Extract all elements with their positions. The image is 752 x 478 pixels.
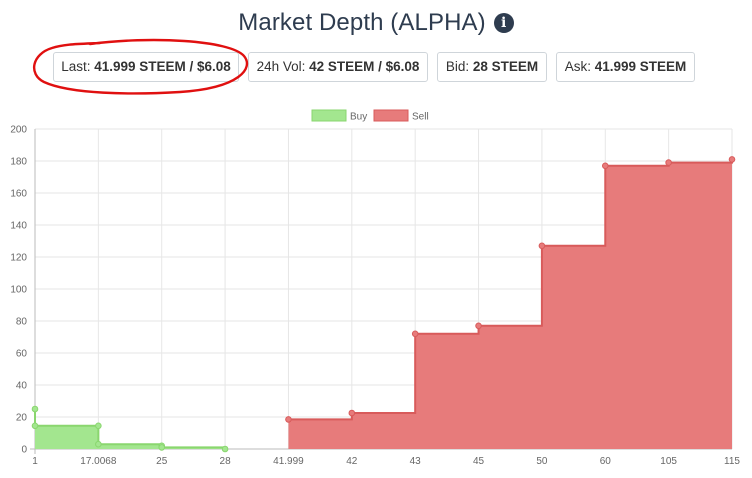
bid-label: Bid: bbox=[445, 59, 473, 74]
market-depth-chart: 0 20 40 60 80 100 120 140 160 180 200 1 17.0068 25 28 4… bbox=[10, 109, 740, 467]
sell-point bbox=[665, 159, 672, 166]
last-price-value: 41.999 STEEM / $6.08 bbox=[94, 59, 231, 74]
info-icon[interactable]: i bbox=[493, 13, 514, 33]
volume-24h-label: 24h Vol: bbox=[256, 59, 310, 74]
buy-point bbox=[31, 405, 39, 413]
ask-value: 41.999 STEEM bbox=[594, 59, 687, 74]
x-tick-label: 17.0068 bbox=[80, 456, 117, 467]
y-tick-label: 140 bbox=[10, 221, 27, 232]
y-tick-label: 100 bbox=[10, 285, 27, 296]
x-tick-label: 25 bbox=[156, 456, 168, 467]
sell-point bbox=[348, 409, 356, 417]
buy-area bbox=[35, 409, 226, 449]
sell-point bbox=[285, 416, 292, 423]
last-price-stat[interactable]: Last: 41.999 STEEM / $6.08 bbox=[53, 52, 239, 82]
y-tick-label: 40 bbox=[16, 381, 28, 392]
sell-point bbox=[538, 242, 546, 250]
bid-stat[interactable]: Bid: 28 STEEM bbox=[437, 52, 547, 82]
buy-legend-label: Buy bbox=[350, 112, 367, 123]
sell-legend-label: Sell bbox=[412, 112, 429, 123]
y-tick-label: 0 bbox=[21, 445, 27, 456]
x-tick-label: 43 bbox=[410, 456, 422, 467]
ask-label: Ask: bbox=[564, 59, 595, 74]
buy-point bbox=[95, 422, 102, 430]
x-tick-label: 105 bbox=[660, 456, 677, 467]
sell-point bbox=[728, 156, 736, 163]
buy-point bbox=[221, 445, 229, 453]
bid-value: 28 STEEM bbox=[472, 59, 539, 74]
volume-24h-value: 42 STEEM / $6.08 bbox=[309, 59, 420, 74]
y-tick-label: 20 bbox=[16, 413, 28, 424]
ask-stat[interactable]: Ask: 41.999 STEEM bbox=[556, 52, 695, 82]
market-stats: Last: 41.999 STEEM / $6.08 24h Vol: 42 S… bbox=[0, 52, 752, 82]
y-tick-label: 180 bbox=[10, 157, 27, 168]
buy-point bbox=[31, 422, 39, 430]
page-title: Market Depth (ALPHA) bbox=[238, 9, 486, 36]
y-tick-label: 80 bbox=[16, 317, 28, 328]
x-tick-label: 28 bbox=[220, 456, 232, 467]
y-tick-label: 60 bbox=[16, 349, 28, 360]
y-tick-label: 120 bbox=[10, 253, 27, 264]
buy-point bbox=[95, 440, 102, 448]
x-tick-label: 115 bbox=[724, 456, 740, 467]
x-tick-label: 42 bbox=[346, 456, 358, 467]
buy-legend-swatch bbox=[311, 109, 347, 122]
sell-point bbox=[475, 322, 482, 330]
sell-point bbox=[411, 330, 419, 338]
buy-point bbox=[158, 444, 166, 451]
x-tick-label: 60 bbox=[600, 456, 612, 467]
sell-legend-swatch bbox=[373, 109, 409, 122]
x-tick-label: 50 bbox=[536, 456, 548, 467]
y-tick-label: 200 bbox=[10, 125, 27, 136]
title-row: Market Depth (ALPHA) i bbox=[0, 6, 752, 40]
y-tick-label: 160 bbox=[10, 189, 27, 200]
x-tick-label: 45 bbox=[473, 456, 485, 467]
sell-area bbox=[288, 159, 732, 449]
sell-point bbox=[601, 162, 609, 170]
x-tick-label: 41.999 bbox=[273, 456, 304, 467]
last-price-label: Last: bbox=[61, 59, 95, 74]
x-tick-label: 1 bbox=[32, 456, 38, 467]
volume-24h-stat[interactable]: 24h Vol: 42 STEEM / $6.08 bbox=[248, 52, 428, 82]
